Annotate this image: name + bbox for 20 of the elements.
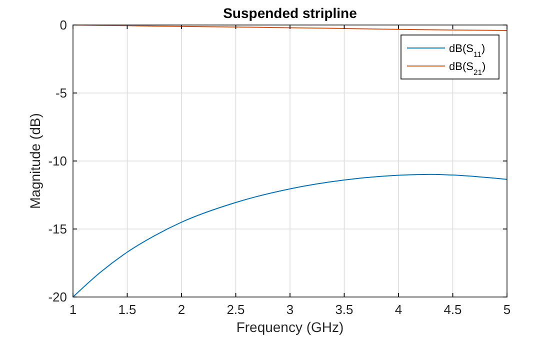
x-axis-title: Frequency (GHz) bbox=[236, 319, 344, 335]
x-tick-label: 4.5 bbox=[444, 302, 462, 317]
x-tick-label: 2 bbox=[178, 302, 186, 317]
y-axis-title: Magnitude (dB) bbox=[27, 113, 43, 209]
x-tick-label: 1.5 bbox=[118, 302, 136, 317]
y-tick-label: -15 bbox=[48, 222, 67, 236]
x-tick-label: 4 bbox=[394, 302, 402, 317]
x-tick-label: 5 bbox=[503, 302, 511, 317]
x-tick-label: 3 bbox=[286, 302, 294, 317]
chart-title: Suspended stripline bbox=[223, 5, 358, 21]
y-tick-label: -20 bbox=[48, 290, 67, 304]
x-tick-label: 3.5 bbox=[335, 302, 354, 317]
y-tick-label: -5 bbox=[55, 86, 67, 100]
legend-label: dB(S$_{21}$) bbox=[449, 61, 486, 76]
legend-label: dB(S$_{11}$) bbox=[449, 43, 486, 58]
y-tick-label: -10 bbox=[48, 154, 67, 168]
y-tick-label: 0 bbox=[60, 18, 67, 32]
x-tick-label: 1 bbox=[69, 302, 77, 317]
x-tick-label: 2.5 bbox=[226, 302, 245, 317]
line-series bbox=[72, 174, 508, 298]
